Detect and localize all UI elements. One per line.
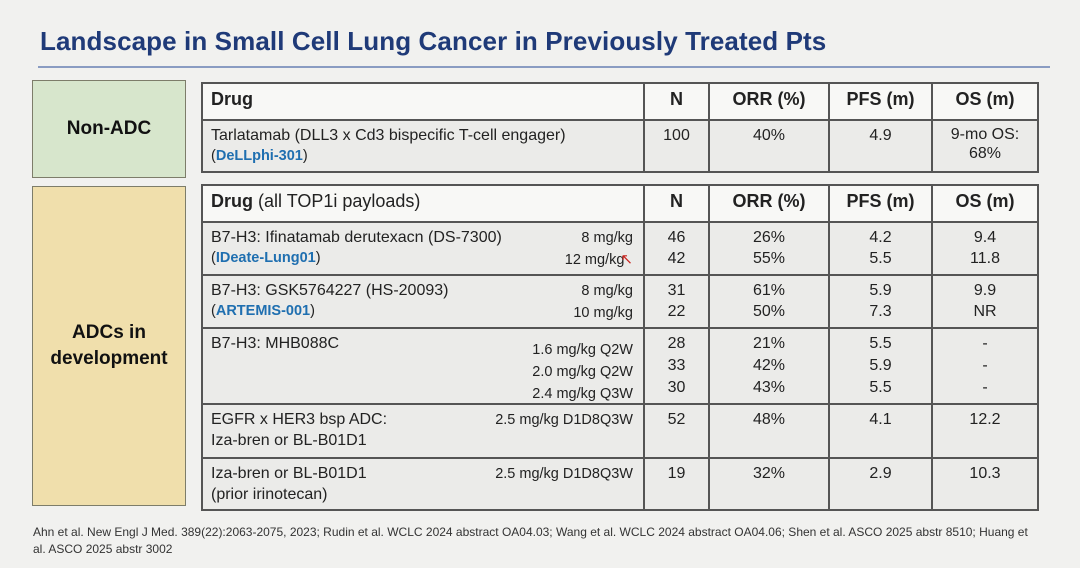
table-row: Iza-bren or BL-B01D1 (prior irinotecan) … <box>201 457 1039 511</box>
pointer-cursor-icon: ↖ <box>620 251 633 268</box>
n-cell: 31 22 <box>643 274 710 329</box>
category-adc: ADCs in development <box>32 186 186 506</box>
n-cell: 52 <box>643 403 710 459</box>
header-orr: ORR (%) <box>708 82 830 121</box>
category-adc-label: ADCs in development <box>50 322 168 369</box>
drug-name: EGFR x HER3 bsp ADC: <box>211 411 388 428</box>
header-n: N <box>643 184 710 223</box>
drug-cell: B7-H3: Ifinatamab derutexacn (DS-7300) (… <box>201 221 645 276</box>
drug-name: Tarlatamab (DLL3 x Cd3 bispecific T-cell… <box>211 127 566 144</box>
table-row: B7-H3: Ifinatamab derutexacn (DS-7300) (… <box>201 221 1039 276</box>
drug-cell: EGFR x HER3 bsp ADC: Iza-bren or BL-B01D… <box>201 403 645 459</box>
os-cell: 12.2 <box>931 403 1039 459</box>
references-footer: Ahn et al. New Engl J Med. 389(22):2063-… <box>33 525 1028 556</box>
orr-cell: 48% <box>708 403 830 459</box>
dose-list: 1.6 mg/kg Q2W 2.0 mg/kg Q2W 2.4 mg/kg Q3… <box>532 342 633 402</box>
pfs-cell: 5.5 5.9 5.5 <box>828 327 933 405</box>
os-cell: 9.9 NR <box>931 274 1039 329</box>
table-row: B7-H3: GSK5764227 (HS-20093) (ARTEMIS-00… <box>201 274 1039 329</box>
header-pfs: PFS (m) <box>828 184 933 223</box>
orr-cell: 21% 42% 43% <box>708 327 830 405</box>
table-header-row: Drug N ORR (%) PFS (m) OS (m) <box>201 82 1039 121</box>
drug-cell: B7-H3: MHB088C 1.6 mg/kg Q2W 2.0 mg/kg Q… <box>201 327 645 405</box>
pfs-cell: 4.1 <box>828 403 933 459</box>
n-cell: 19 <box>643 457 710 511</box>
table-row: Tarlatamab (DLL3 x Cd3 bispecific T-cell… <box>201 119 1039 173</box>
os-cell: 9-mo OS: 68% <box>931 119 1039 173</box>
header-os: OS (m) <box>931 184 1039 223</box>
non-adc-table: Drug N ORR (%) PFS (m) OS (m) Tarlatamab… <box>201 82 1039 173</box>
orr-cell: 26% 55% <box>708 221 830 276</box>
orr-cell: 32% <box>708 457 830 511</box>
category-non-adc-label: Non-ADC <box>66 118 152 139</box>
table-header-row: Drug (all TOP1i payloads) N ORR (%) PFS … <box>201 184 1039 223</box>
header-orr: ORR (%) <box>708 184 830 223</box>
orr-cell: 40% <box>708 119 830 173</box>
pfs-cell: 4.9 <box>828 119 933 173</box>
table-row: B7-H3: MHB088C 1.6 mg/kg Q2W 2.0 mg/kg Q… <box>201 327 1039 405</box>
dose-list: 2.5 mg/kg D1D8Q3W <box>495 412 633 428</box>
dose-list: 8 mg/kg 12 mg/kg↖ <box>564 230 633 268</box>
drug-cell: B7-H3: GSK5764227 (HS-20093) (ARTEMIS-00… <box>201 274 645 329</box>
header-pfs: PFS (m) <box>828 82 933 121</box>
os-cell: 10.3 <box>931 457 1039 511</box>
os-cell: --- <box>931 327 1039 405</box>
drug-cell: Tarlatamab (DLL3 x Cd3 bispecific T-cell… <box>201 119 645 173</box>
drug-name: B7-H3: Ifinatamab derutexacn (DS-7300) <box>211 229 502 246</box>
pfs-cell: 4.2 5.5 <box>828 221 933 276</box>
title-divider <box>38 66 1050 68</box>
header-os: OS (m) <box>931 82 1039 121</box>
slide-title: Landscape in Small Cell Lung Cancer in P… <box>40 26 827 56</box>
dose-list: 2.5 mg/kg D1D8Q3W <box>495 466 633 482</box>
adc-table: Drug (all TOP1i payloads) N ORR (%) PFS … <box>201 184 1039 511</box>
trial-link[interactable]: IDeate-Lung01 <box>215 250 316 266</box>
n-cell: 28 33 30 <box>643 327 710 405</box>
trial-link[interactable]: ARTEMIS-001 <box>215 303 311 319</box>
drug-name: B7-H3: MHB088C <box>211 335 340 352</box>
orr-cell: 61% 50% <box>708 274 830 329</box>
dose-list: 8 mg/kg 10 mg/kg <box>573 283 633 321</box>
drug-name: B7-H3: GSK5764227 (HS-20093) <box>211 282 449 299</box>
os-cell: 9.4 11.8 <box>931 221 1039 276</box>
category-non-adc: Non-ADC <box>32 80 186 178</box>
pfs-cell: 2.9 <box>828 457 933 511</box>
header-n: N <box>643 82 710 121</box>
n-cell: 46 42 <box>643 221 710 276</box>
drug-cell: Iza-bren or BL-B01D1 (prior irinotecan) … <box>201 457 645 511</box>
n-cell: 100 <box>643 119 710 173</box>
header-drug: Drug <box>201 82 645 121</box>
pfs-cell: 5.9 7.3 <box>828 274 933 329</box>
table-row: EGFR x HER3 bsp ADC: Iza-bren or BL-B01D… <box>201 403 1039 459</box>
trial-link[interactable]: DeLLphi-301 <box>215 148 303 164</box>
drug-name: Iza-bren or BL-B01D1 <box>211 465 367 482</box>
header-drug: Drug (all TOP1i payloads) <box>201 184 645 223</box>
